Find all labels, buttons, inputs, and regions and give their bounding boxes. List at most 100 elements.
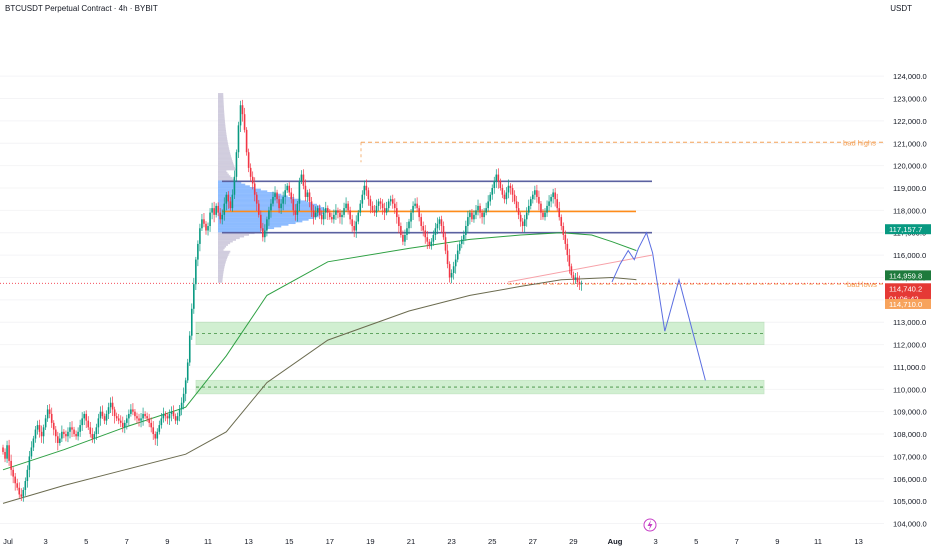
candle-body	[322, 212, 325, 220]
candle-body	[379, 201, 382, 204]
candle-body	[400, 226, 402, 235]
candle-body	[77, 431, 79, 437]
candle-body	[578, 281, 581, 285]
profile-bar	[218, 161, 234, 164]
candle-body	[54, 429, 57, 437]
candle-body	[536, 190, 538, 197]
candle-body	[57, 436, 59, 443]
candle-body	[550, 196, 552, 202]
candle-body	[59, 438, 61, 443]
candle-body	[428, 241, 431, 247]
profile-bar	[218, 218, 309, 221]
time-tick-label: 7	[125, 537, 129, 546]
profile-bar	[218, 136, 227, 139]
candle-body	[331, 217, 333, 220]
candle-body	[391, 199, 394, 204]
candle-body	[245, 129, 248, 153]
candle-body	[355, 221, 358, 231]
candle-body	[193, 284, 195, 309]
candle-body	[95, 427, 98, 435]
candle-body	[14, 476, 16, 484]
price-tick-label: 119,000.0	[893, 184, 926, 193]
candle-body	[381, 203, 384, 209]
candle-body	[345, 203, 347, 209]
candle-body	[227, 194, 230, 202]
candles	[2, 99, 583, 502]
candle-body	[89, 427, 92, 435]
profile-bar	[218, 200, 307, 203]
candle-body	[36, 425, 39, 430]
candle-body	[335, 210, 337, 215]
candle-body	[207, 226, 209, 231]
candle-body	[456, 250, 459, 260]
candle-body	[487, 201, 489, 209]
profile-bar	[218, 176, 233, 179]
profile-bar	[218, 225, 282, 228]
candle-body	[440, 219, 443, 227]
candle-body	[260, 214, 262, 229]
candle-body	[284, 190, 286, 197]
candle-body	[497, 174, 500, 182]
candle-body	[266, 219, 268, 231]
candle-body	[142, 413, 144, 419]
profile-bar	[218, 104, 224, 107]
profile-bar	[218, 155, 231, 157]
profile-bar	[218, 96, 224, 99]
profile-bar	[218, 178, 235, 181]
candle-body	[286, 185, 288, 191]
profile-bar	[218, 239, 236, 241]
candle-body	[168, 413, 171, 419]
profile-bar	[218, 265, 225, 268]
candle-body	[180, 402, 183, 410]
candle-body	[292, 199, 295, 211]
profile-bar	[218, 163, 234, 166]
profile-bar	[218, 275, 223, 278]
ema-slow-line	[2, 276, 637, 504]
candle-body	[452, 266, 455, 273]
candle-body	[513, 194, 516, 202]
profile-bar	[218, 259, 227, 261]
candle-body	[432, 234, 435, 242]
candle-body	[229, 201, 232, 209]
candle-body	[454, 259, 457, 267]
candle-body	[148, 418, 150, 423]
lightning-icon[interactable]	[643, 518, 657, 532]
candle-body	[188, 335, 191, 363]
candle-body	[489, 194, 491, 202]
candle-body	[61, 431, 63, 439]
time-tick-label: 29	[569, 537, 577, 546]
horizontal-levels: bad highs bad lows	[0, 138, 884, 289]
candle-body	[32, 438, 35, 448]
candle-body	[493, 181, 496, 188]
profile-bar	[218, 160, 233, 162]
candle-body	[434, 228, 437, 235]
profile-bar	[218, 223, 289, 226]
candle-body	[243, 114, 246, 130]
price-tick-label: 122,000.0	[893, 117, 927, 126]
candle-body	[109, 402, 112, 408]
price-badge-label: 114,959.8	[889, 271, 922, 280]
time-tick-label: 11	[814, 537, 822, 546]
candle-body	[373, 210, 376, 213]
candle-body	[237, 125, 240, 153]
candle-body	[515, 201, 518, 209]
candle-body	[463, 234, 465, 240]
candle-body	[377, 201, 380, 206]
candle-body	[134, 411, 136, 417]
candle-body	[239, 105, 242, 126]
profile-bar	[218, 124, 226, 127]
price-tick-label: 121,000.0	[893, 139, 927, 148]
candle-body	[73, 429, 75, 435]
candle-body	[519, 214, 522, 222]
candle-body	[554, 192, 556, 200]
ema-fast-line	[2, 232, 637, 471]
candle-body	[42, 427, 45, 437]
candle-body	[458, 243, 461, 251]
candle-body	[521, 221, 524, 227]
profile-bar	[218, 171, 228, 174]
candle-body	[532, 194, 534, 200]
candle-body	[402, 234, 404, 242]
candle-body	[333, 214, 335, 220]
candle-body	[170, 411, 173, 414]
